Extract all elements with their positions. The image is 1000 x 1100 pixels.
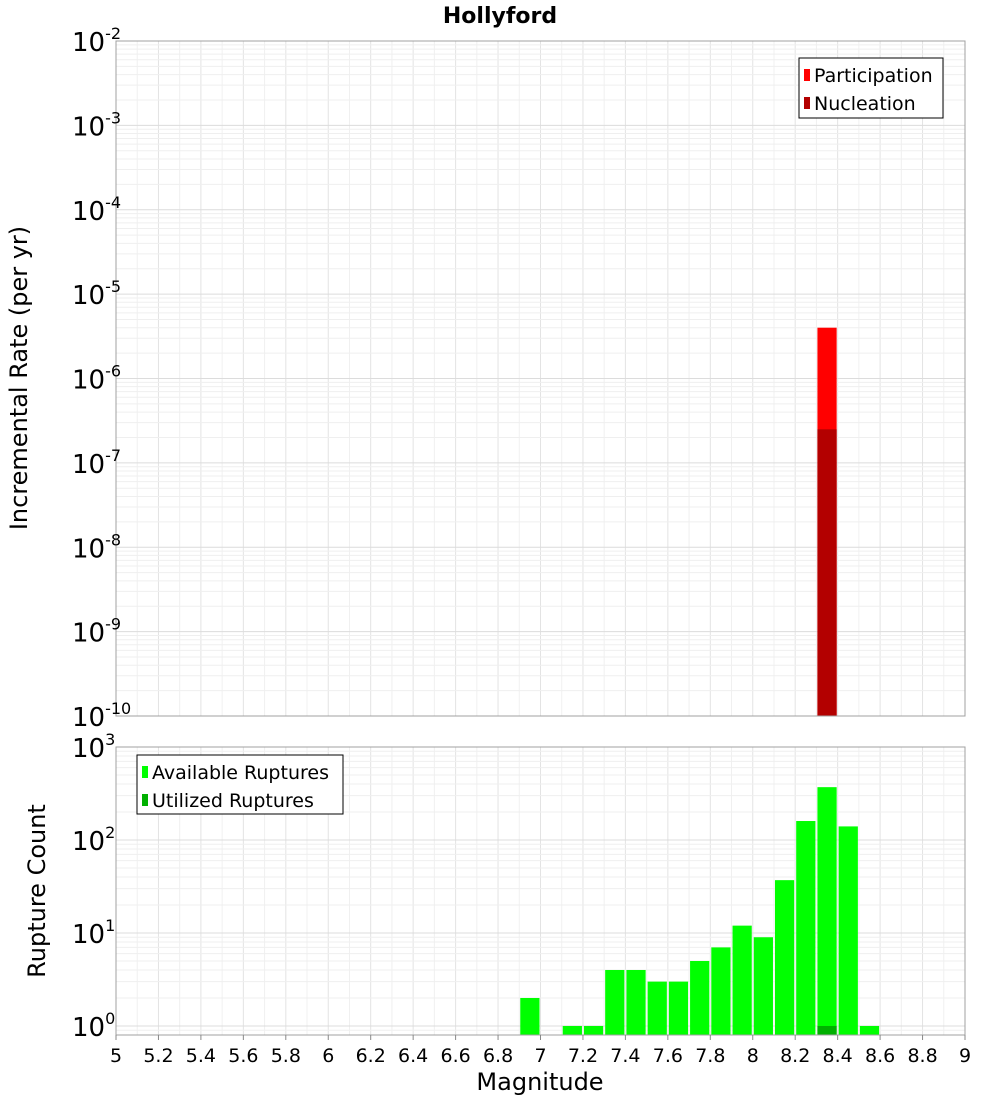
top-y-tick-label: 10-10 [72, 699, 131, 733]
x-tick-label: 6.2 [356, 1045, 386, 1067]
bottom-bar [732, 925, 752, 1035]
top-y-tick-label: 10-5 [72, 277, 121, 311]
top-y-tick-label: 10-6 [72, 362, 121, 396]
bottom-bar [583, 1025, 604, 1035]
bottom-bar [817, 1025, 837, 1035]
top-legend-swatch [804, 97, 810, 109]
x-tick-label: 7.2 [568, 1045, 598, 1067]
top-y-tick-label: 10-8 [72, 530, 121, 564]
bottom-legend-label: Available Ruptures [152, 762, 329, 784]
top-y-tick-label: 10-9 [72, 615, 121, 649]
bottom-bar [817, 787, 837, 1035]
bottom-legend-swatch [142, 794, 148, 806]
x-axis-label: Magnitude [476, 1068, 603, 1096]
bottom-series-2 [817, 1025, 837, 1035]
x-tick-label: 8.8 [907, 1045, 937, 1067]
bottom-bar [774, 880, 795, 1035]
bottom-series-1 [520, 787, 880, 1035]
top-legend: Participation Nucleation [798, 57, 944, 119]
top-plot-panel: 10-10 10-9 10-8 10-7 10-6 10-5 10-4 10-3 10-2 [72, 24, 966, 733]
bottom-legend-box [136, 754, 344, 815]
bottom-y-tick-label: 100 [72, 1009, 115, 1043]
top-y-tick-label: 10-2 [72, 24, 121, 58]
x-tick-label: 7.8 [695, 1045, 725, 1067]
x-tick-label: 6.6 [440, 1045, 470, 1067]
x-tick-label: 9 [959, 1045, 971, 1067]
bottom-bar [605, 969, 625, 1035]
bottom-y-tick-label: 103 [72, 730, 115, 764]
bottom-legend-label: Utilized Ruptures [152, 790, 314, 812]
x-tick-label: 6.4 [398, 1045, 428, 1067]
bottom-y-axis-label: Rupture Count [23, 804, 51, 978]
bottom-bar [647, 981, 667, 1035]
top-legend-label: Participation [814, 65, 933, 87]
x-tick-label: 5.4 [186, 1045, 216, 1067]
x-tick-label: 7.6 [653, 1045, 683, 1067]
x-tick-label: 5 [110, 1045, 122, 1067]
x-tick-label: 5.8 [271, 1045, 301, 1067]
top-y-axis-label: Incremental Rate (per yr) [5, 226, 33, 530]
x-tick-label: 8.2 [780, 1045, 810, 1067]
bottom-bar [520, 997, 540, 1035]
x-tick-label: 8.4 [823, 1045, 853, 1067]
top-y-tick-label: 10-7 [72, 446, 121, 480]
x-tick-label: 5.2 [143, 1045, 173, 1067]
top-legend-label: Nucleation [814, 93, 916, 115]
top-y-tick-label: 10-3 [72, 108, 121, 142]
x-tick-label: 8.6 [865, 1045, 895, 1067]
top-plot-border [115, 40, 966, 717]
x-tick-label: 7 [534, 1045, 546, 1067]
top-grid [115, 40, 966, 717]
top-series-2 [817, 429, 837, 716]
bottom-bar [838, 826, 858, 1035]
bottom-bar [690, 960, 710, 1035]
bottom-bar [668, 981, 689, 1035]
top-y-tick-label: 10-4 [72, 193, 121, 227]
bottom-y-tick-label: 102 [72, 823, 115, 857]
bottom-legend-swatch [142, 766, 148, 778]
top-bar [817, 429, 837, 716]
chart-title: Hollyford [443, 4, 557, 29]
bottom-legend: Available Ruptures Utilized Ruptures [136, 754, 344, 815]
top-legend-box [798, 57, 944, 119]
bottom-bar [711, 947, 731, 1035]
top-legend-swatch [804, 69, 810, 81]
x-tick-label: 6 [322, 1045, 334, 1067]
bottom-bar [796, 821, 816, 1035]
bottom-bar [859, 1025, 880, 1035]
x-tick-label: 7.4 [610, 1045, 640, 1067]
x-tick-label: 5.6 [228, 1045, 258, 1067]
bottom-bar [562, 1025, 582, 1035]
bottom-bar [753, 937, 773, 1035]
bottom-bar [626, 969, 646, 1035]
x-tick-label: 8 [747, 1045, 759, 1067]
bottom-y-tick-label: 101 [72, 916, 115, 950]
x-tick-label: 6.8 [483, 1045, 513, 1067]
